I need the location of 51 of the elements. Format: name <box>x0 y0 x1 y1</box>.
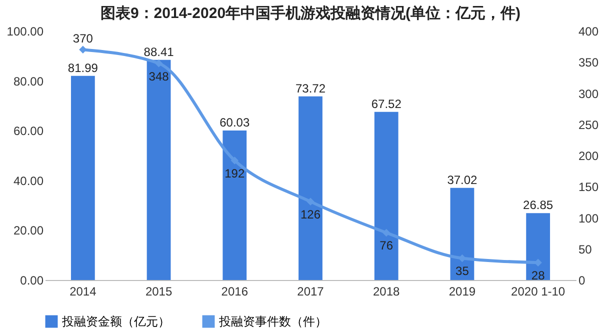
data-label: 60.03 <box>220 116 250 130</box>
legend-label: 投融资金额（亿元） <box>61 314 170 329</box>
data-label: 67.52 <box>371 96 402 111</box>
point <box>306 198 314 206</box>
y2-tick-label: 100 <box>578 211 599 226</box>
data-label: 76 <box>380 238 394 253</box>
y2-tick-label: 250 <box>578 118 599 132</box>
legend-label: 投融资事件数（件） <box>218 314 327 329</box>
data-label: 37.02 <box>447 172 478 187</box>
bar <box>146 60 171 280</box>
data-label: 348 <box>148 69 170 84</box>
y-tick-label: 100.00 <box>6 24 44 38</box>
chart-title: 图表9：2014-2020年中国手机游戏投融资情况(单位：亿元，件) <box>100 5 521 22</box>
bar <box>374 112 398 280</box>
y2-tick-label: 50 <box>578 242 592 256</box>
point <box>79 46 87 54</box>
data-label: 73.72 <box>295 81 326 96</box>
y2-tick-label: 200 <box>578 149 599 163</box>
data-label: 88.41 <box>144 44 174 59</box>
x-tick-label: 2016 <box>221 284 248 298</box>
y2-tick-label: 150 <box>578 180 599 194</box>
bar <box>70 76 95 280</box>
data-label: 28 <box>531 268 546 283</box>
data-label: 26.85 <box>523 198 554 212</box>
y-tick-label: 60.00 <box>13 124 44 138</box>
y-tick-label: 0.00 <box>20 274 44 288</box>
x-tick-label: 2014 <box>70 284 97 298</box>
data-label: 192 <box>224 166 245 180</box>
data-label: 35 <box>456 264 470 278</box>
x-tick-label: 2019 <box>448 284 476 298</box>
y2-tick-label: 0 <box>578 274 586 288</box>
y-tick-label: 40.00 <box>13 174 44 188</box>
y-tick-label: 20.00 <box>13 224 44 238</box>
x-tick-label: 2018 <box>373 284 400 298</box>
point <box>230 156 239 164</box>
data-label: 370 <box>72 32 94 46</box>
bar <box>526 213 550 280</box>
bar <box>222 130 247 280</box>
y2-tick-label: 400 <box>578 24 599 38</box>
bar <box>298 96 322 280</box>
y2-tick-label: 300 <box>578 86 599 101</box>
y-tick-label: 80.00 <box>13 74 44 88</box>
data-label: 81.99 <box>68 60 98 75</box>
x-tick-label: 2020 1-10 <box>511 284 566 298</box>
point <box>382 228 390 237</box>
y2-tick-label: 350 <box>578 56 599 70</box>
bar <box>450 188 474 280</box>
x-tick-label: 2017 <box>297 284 324 298</box>
data-label: 126 <box>300 208 321 222</box>
point <box>154 59 163 68</box>
x-tick-label: 2015 <box>145 284 172 298</box>
